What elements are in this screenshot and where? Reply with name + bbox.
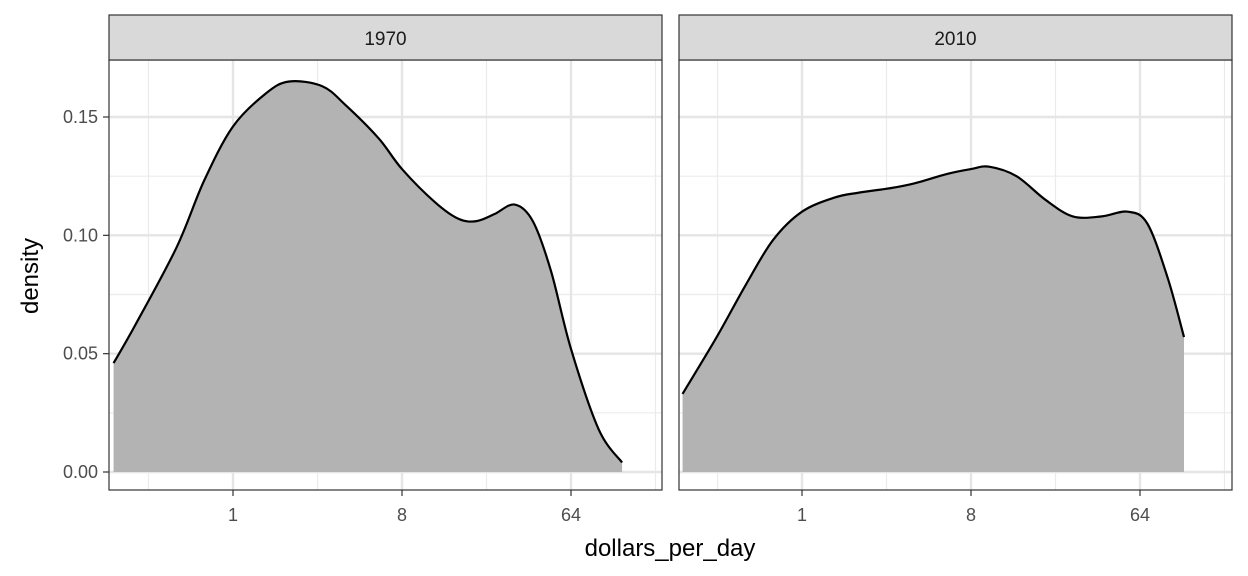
x-tick-label: 64 xyxy=(561,505,581,525)
facet-strip-label: 2010 xyxy=(934,29,976,50)
facet-panels: 1970 1 8 64 2010 1 8 64 xyxy=(108,14,1233,525)
y-tick-label: 0.05 xyxy=(63,344,98,364)
x-tick-label: 8 xyxy=(397,505,407,525)
density-area-1970 xyxy=(113,81,623,473)
y-tick-label: 0.15 xyxy=(63,107,98,127)
facet-panel-1970: 1970 1 8 64 xyxy=(108,14,663,525)
x-axis-title: dollars_per_day xyxy=(585,535,756,562)
x-tick-label: 1 xyxy=(228,505,238,525)
density-line-1970 xyxy=(112,80,623,464)
density-area-2010 xyxy=(682,166,1185,472)
facet-strip xyxy=(108,14,663,61)
facet-panel-2010: 2010 1 8 64 xyxy=(678,14,1233,525)
x-tick-label: 1 xyxy=(797,505,807,525)
y-axis: 0.00 0.05 0.10 0.15 xyxy=(63,107,109,482)
facet-strip-label: 1970 xyxy=(364,29,406,50)
facet-strip xyxy=(678,14,1233,61)
x-tick-label: 64 xyxy=(1130,505,1150,525)
y-tick-label: 0.10 xyxy=(63,225,98,245)
y-tick-label: 0.00 xyxy=(63,462,98,482)
density-line-2010 xyxy=(681,165,1186,395)
y-axis-title: density xyxy=(17,238,44,314)
x-tick-label: 8 xyxy=(966,505,976,525)
